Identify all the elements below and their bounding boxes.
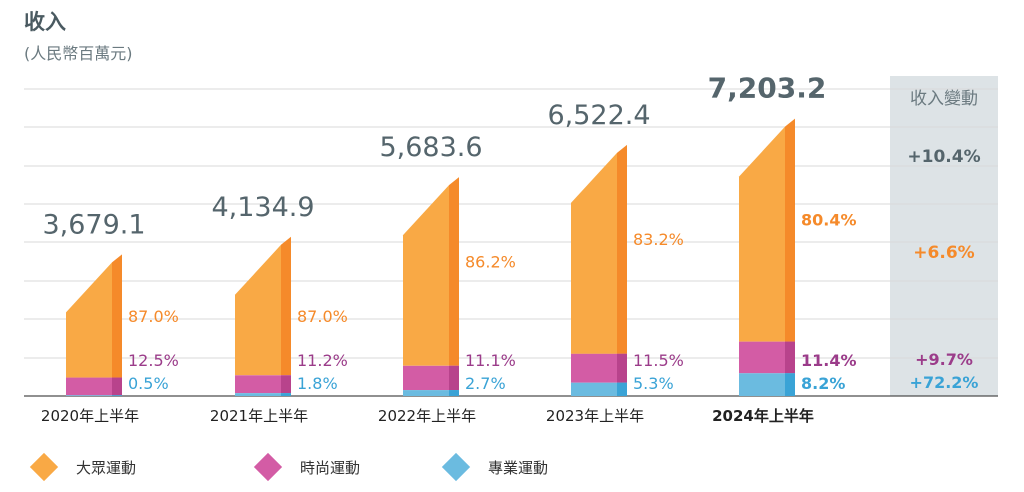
bar-mass-side-1 xyxy=(281,236,291,376)
bar-pro-3 xyxy=(571,382,627,396)
bar-mass-1 xyxy=(235,244,281,376)
total-label-4: 7,203.2 xyxy=(708,72,827,105)
label-fashion-0: 12.5% xyxy=(128,351,179,370)
legend-label-fashion: 時尚運動 xyxy=(300,458,361,477)
bar-pro-side-2 xyxy=(449,390,459,396)
category-label-1: 2021年上半年 xyxy=(210,407,308,425)
bar-pro-side-0 xyxy=(112,395,122,396)
bar-fashion-side-4 xyxy=(785,341,795,374)
bar-pro-side-3 xyxy=(617,382,627,396)
label-fashion-2: 11.1% xyxy=(465,351,516,370)
label-pro-2: 2.7% xyxy=(465,374,506,393)
label-mass-2: 86.2% xyxy=(465,253,516,272)
bar-mass-side-0 xyxy=(112,254,122,378)
bar-fashion-side-3 xyxy=(617,353,627,383)
change-mass: +6.6% xyxy=(913,243,974,263)
legend-label-pro: 專業運動 xyxy=(488,458,549,477)
bar-fashion-side-0 xyxy=(112,377,122,396)
change-panel xyxy=(890,76,998,396)
category-label-2: 2022年上半年 xyxy=(378,407,476,425)
category-label-3: 2023年上半年 xyxy=(546,407,644,425)
label-pro-4: 8.2% xyxy=(801,374,845,393)
bar-mass-0 xyxy=(66,262,112,378)
label-fashion-4: 11.4% xyxy=(801,351,857,370)
bar-pro-side-1 xyxy=(281,393,291,396)
change-header: 收入變動 xyxy=(910,89,978,109)
page-title: 收入 xyxy=(24,10,66,34)
bar-fashion-1 xyxy=(235,375,291,394)
bar-fashion-side-2 xyxy=(449,365,459,391)
unit-label: (人民幣百萬元) xyxy=(24,44,133,63)
total-label-1: 4,134.9 xyxy=(211,192,314,223)
bar-pro-2 xyxy=(403,390,459,396)
bar-mass-4 xyxy=(739,126,785,342)
bar-mass-3 xyxy=(571,152,617,354)
bar-mass-side-3 xyxy=(617,144,627,354)
bar-pro-0 xyxy=(66,395,122,396)
label-mass-4: 80.4% xyxy=(801,211,857,230)
legend-swatch-mass xyxy=(29,452,59,482)
total-label-3: 6,522.4 xyxy=(547,100,650,131)
bar-mass-2 xyxy=(403,185,449,366)
change-total: +10.4% xyxy=(907,147,980,167)
bar-pro-4 xyxy=(739,373,795,396)
label-fashion-1: 11.2% xyxy=(297,351,348,370)
total-label-2: 5,683.6 xyxy=(379,132,482,163)
label-pro-1: 1.8% xyxy=(297,374,338,393)
label-mass-1: 87.0% xyxy=(297,307,348,326)
legend-item-pro: 專業運動 xyxy=(436,452,549,482)
label-pro-0: 0.5% xyxy=(128,374,169,393)
bar-fashion-0 xyxy=(66,377,122,396)
bar-fashion-side-1 xyxy=(281,375,291,394)
label-pro-3: 5.3% xyxy=(633,374,674,393)
legend-swatch-pro xyxy=(441,452,471,482)
change-pro: +72.2% xyxy=(910,373,979,392)
legend-item-mass: 大眾運動 xyxy=(24,452,137,482)
label-mass-3: 83.2% xyxy=(633,230,684,249)
legend-swatch-fashion xyxy=(253,452,283,482)
bar-mass-side-2 xyxy=(449,177,459,366)
category-label-0: 2020年上半年 xyxy=(41,407,139,425)
bar-pro-1 xyxy=(235,393,291,396)
label-fashion-3: 11.5% xyxy=(633,351,684,370)
label-mass-0: 87.0% xyxy=(128,307,179,326)
bar-mass-side-4 xyxy=(785,118,795,342)
total-label-0: 3,679.1 xyxy=(42,209,145,240)
category-label-4: 2024年上半年 xyxy=(712,407,814,425)
legend-item-fashion: 時尚運動 xyxy=(248,452,361,482)
legend-label-mass: 大眾運動 xyxy=(76,458,137,477)
change-fashion: +9.7% xyxy=(915,350,973,369)
bar-pro-side-4 xyxy=(785,373,795,396)
